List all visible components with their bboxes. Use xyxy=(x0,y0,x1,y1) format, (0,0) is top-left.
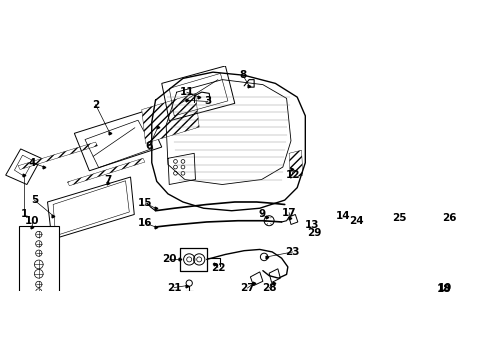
Text: 12: 12 xyxy=(285,170,300,180)
Text: 16: 16 xyxy=(138,218,152,228)
Text: 2: 2 xyxy=(92,100,99,109)
Text: 8: 8 xyxy=(239,70,246,80)
Text: 4: 4 xyxy=(28,158,36,168)
Text: 7: 7 xyxy=(104,175,112,185)
Text: 18: 18 xyxy=(436,284,450,294)
Text: 15: 15 xyxy=(138,198,152,208)
Text: 25: 25 xyxy=(391,213,406,223)
Text: 11: 11 xyxy=(179,87,194,97)
Polygon shape xyxy=(288,150,302,178)
Text: 5: 5 xyxy=(31,195,38,205)
Polygon shape xyxy=(356,223,403,241)
Text: 13: 13 xyxy=(304,220,318,230)
Text: 3: 3 xyxy=(204,96,211,107)
Text: 22: 22 xyxy=(210,262,224,273)
Text: 1: 1 xyxy=(21,210,28,220)
Text: 21: 21 xyxy=(166,283,181,293)
Text: 20: 20 xyxy=(162,255,176,265)
Text: 24: 24 xyxy=(348,216,363,226)
Text: 28: 28 xyxy=(262,283,276,293)
Text: 9: 9 xyxy=(258,210,264,220)
Text: 19: 19 xyxy=(437,283,451,293)
Text: 27: 27 xyxy=(240,283,254,293)
Text: 10: 10 xyxy=(24,216,39,226)
Polygon shape xyxy=(435,227,457,241)
Polygon shape xyxy=(142,93,199,143)
Polygon shape xyxy=(67,158,144,186)
Polygon shape xyxy=(18,142,97,170)
Text: 17: 17 xyxy=(281,208,296,217)
FancyBboxPatch shape xyxy=(19,226,59,296)
Text: 29: 29 xyxy=(306,228,321,238)
Text: 6: 6 xyxy=(145,141,153,151)
Text: 26: 26 xyxy=(441,213,455,223)
Text: 14: 14 xyxy=(335,211,349,221)
Polygon shape xyxy=(397,229,437,246)
Text: 23: 23 xyxy=(285,247,300,257)
